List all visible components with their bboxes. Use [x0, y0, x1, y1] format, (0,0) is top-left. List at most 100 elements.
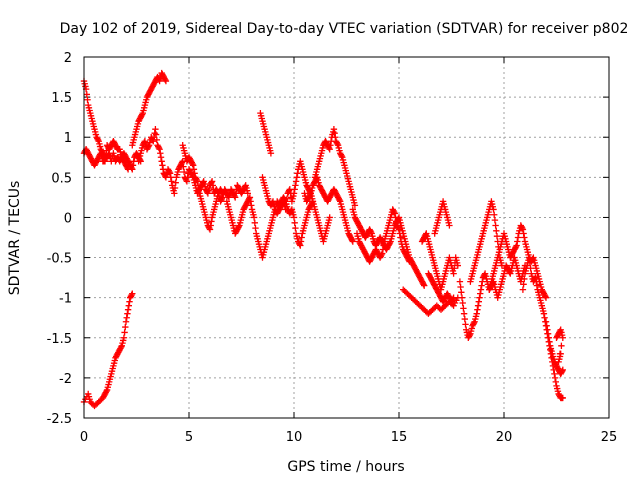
- data-point: [292, 178, 300, 185]
- data-point: [379, 246, 387, 253]
- data-point: [543, 322, 550, 329]
- data-point: [332, 134, 339, 141]
- data-point: [533, 278, 540, 285]
- data-point: [470, 319, 478, 327]
- series-track-16: [431, 198, 453, 237]
- data-point: [493, 227, 500, 235]
- x-tick-label: 20: [496, 430, 513, 445]
- data-point: [162, 76, 169, 83]
- data-point: [248, 202, 255, 209]
- data-point: [96, 151, 104, 158]
- data-point: [422, 231, 429, 239]
- data-point: [244, 190, 251, 197]
- series-track-19: [467, 198, 506, 285]
- data-point: [490, 206, 497, 213]
- data-point: [449, 295, 457, 303]
- data-markers: [80, 69, 566, 410]
- data-point: [288, 207, 295, 214]
- data-point: [157, 154, 165, 161]
- data-point: [474, 302, 482, 309]
- data-point: [519, 286, 527, 293]
- series-track-20: [486, 222, 550, 301]
- series-track-9: [259, 158, 333, 245]
- data-point: [477, 290, 484, 297]
- data-point: [450, 294, 457, 301]
- series-track-17: [425, 270, 457, 305]
- data-point: [506, 269, 513, 276]
- data-point: [208, 218, 215, 225]
- data-point: [252, 224, 259, 232]
- x-tick-label: 15: [391, 430, 408, 445]
- data-point: [520, 281, 527, 288]
- data-point: [527, 265, 534, 272]
- data-point: [155, 76, 163, 83]
- data-point: [183, 178, 191, 185]
- data-point: [138, 111, 146, 118]
- data-point: [155, 144, 163, 152]
- data-point: [460, 310, 468, 317]
- data-point: [460, 305, 467, 312]
- data-point: [166, 170, 174, 177]
- axis-ticks: 0 5 10 15 20 25 -2.5 -2 -1.5 -1 -0.5 0 0.5 1 1.5 2: [47, 51, 618, 445]
- data-point: [283, 200, 290, 208]
- data-point: [349, 238, 356, 245]
- data-point: [396, 230, 403, 237]
- data-point: [481, 271, 488, 279]
- data-point: [514, 234, 522, 241]
- data-point: [219, 190, 226, 197]
- data-point: [491, 216, 499, 224]
- data-point: [232, 194, 239, 201]
- data-point: [190, 166, 198, 173]
- data-point: [225, 192, 232, 200]
- data-point: [526, 254, 533, 261]
- data-point: [184, 174, 191, 181]
- data-point: [218, 188, 226, 196]
- data-point: [126, 298, 133, 305]
- data-point: [545, 334, 552, 341]
- data-point: [122, 323, 129, 331]
- data-point: [542, 318, 550, 325]
- data-point: [326, 214, 333, 221]
- y-tick-label: 1.5: [51, 91, 72, 106]
- data-point: [171, 184, 179, 192]
- y-tick-label: -2.5: [47, 412, 72, 427]
- data-point: [544, 326, 551, 333]
- data-point: [458, 294, 466, 301]
- data-point: [532, 274, 539, 281]
- data-point: [291, 219, 298, 226]
- data-point: [94, 136, 102, 144]
- data-point: [157, 150, 164, 157]
- x-tick-label: 0: [80, 430, 88, 445]
- data-point: [457, 283, 464, 291]
- data-point: [124, 164, 131, 172]
- data-point: [180, 168, 188, 176]
- data-point: [556, 327, 564, 335]
- data-point: [476, 294, 483, 301]
- data-point: [251, 219, 258, 226]
- data-point: [209, 182, 216, 189]
- data-point: [459, 299, 466, 307]
- series-track-11: [301, 174, 356, 245]
- series-track-10: [311, 126, 359, 209]
- data-point: [120, 334, 128, 341]
- data-point: [279, 199, 286, 206]
- data-point: [558, 342, 565, 349]
- data-point: [533, 282, 541, 289]
- data-point: [450, 270, 457, 277]
- data-point: [420, 281, 427, 288]
- data-point: [101, 158, 109, 165]
- data-point: [189, 160, 196, 168]
- series-track-22: [542, 318, 566, 378]
- data-point: [451, 265, 458, 272]
- data-point: [241, 183, 249, 190]
- data-point: [193, 176, 200, 184]
- data-point: [458, 289, 465, 296]
- series-track-14: [400, 286, 461, 317]
- data-point: [180, 163, 187, 170]
- data-point: [124, 306, 132, 313]
- data-point: [392, 214, 399, 221]
- data-point: [152, 131, 160, 138]
- y-tick-label: -1: [59, 292, 72, 307]
- series-track-18: [456, 254, 529, 341]
